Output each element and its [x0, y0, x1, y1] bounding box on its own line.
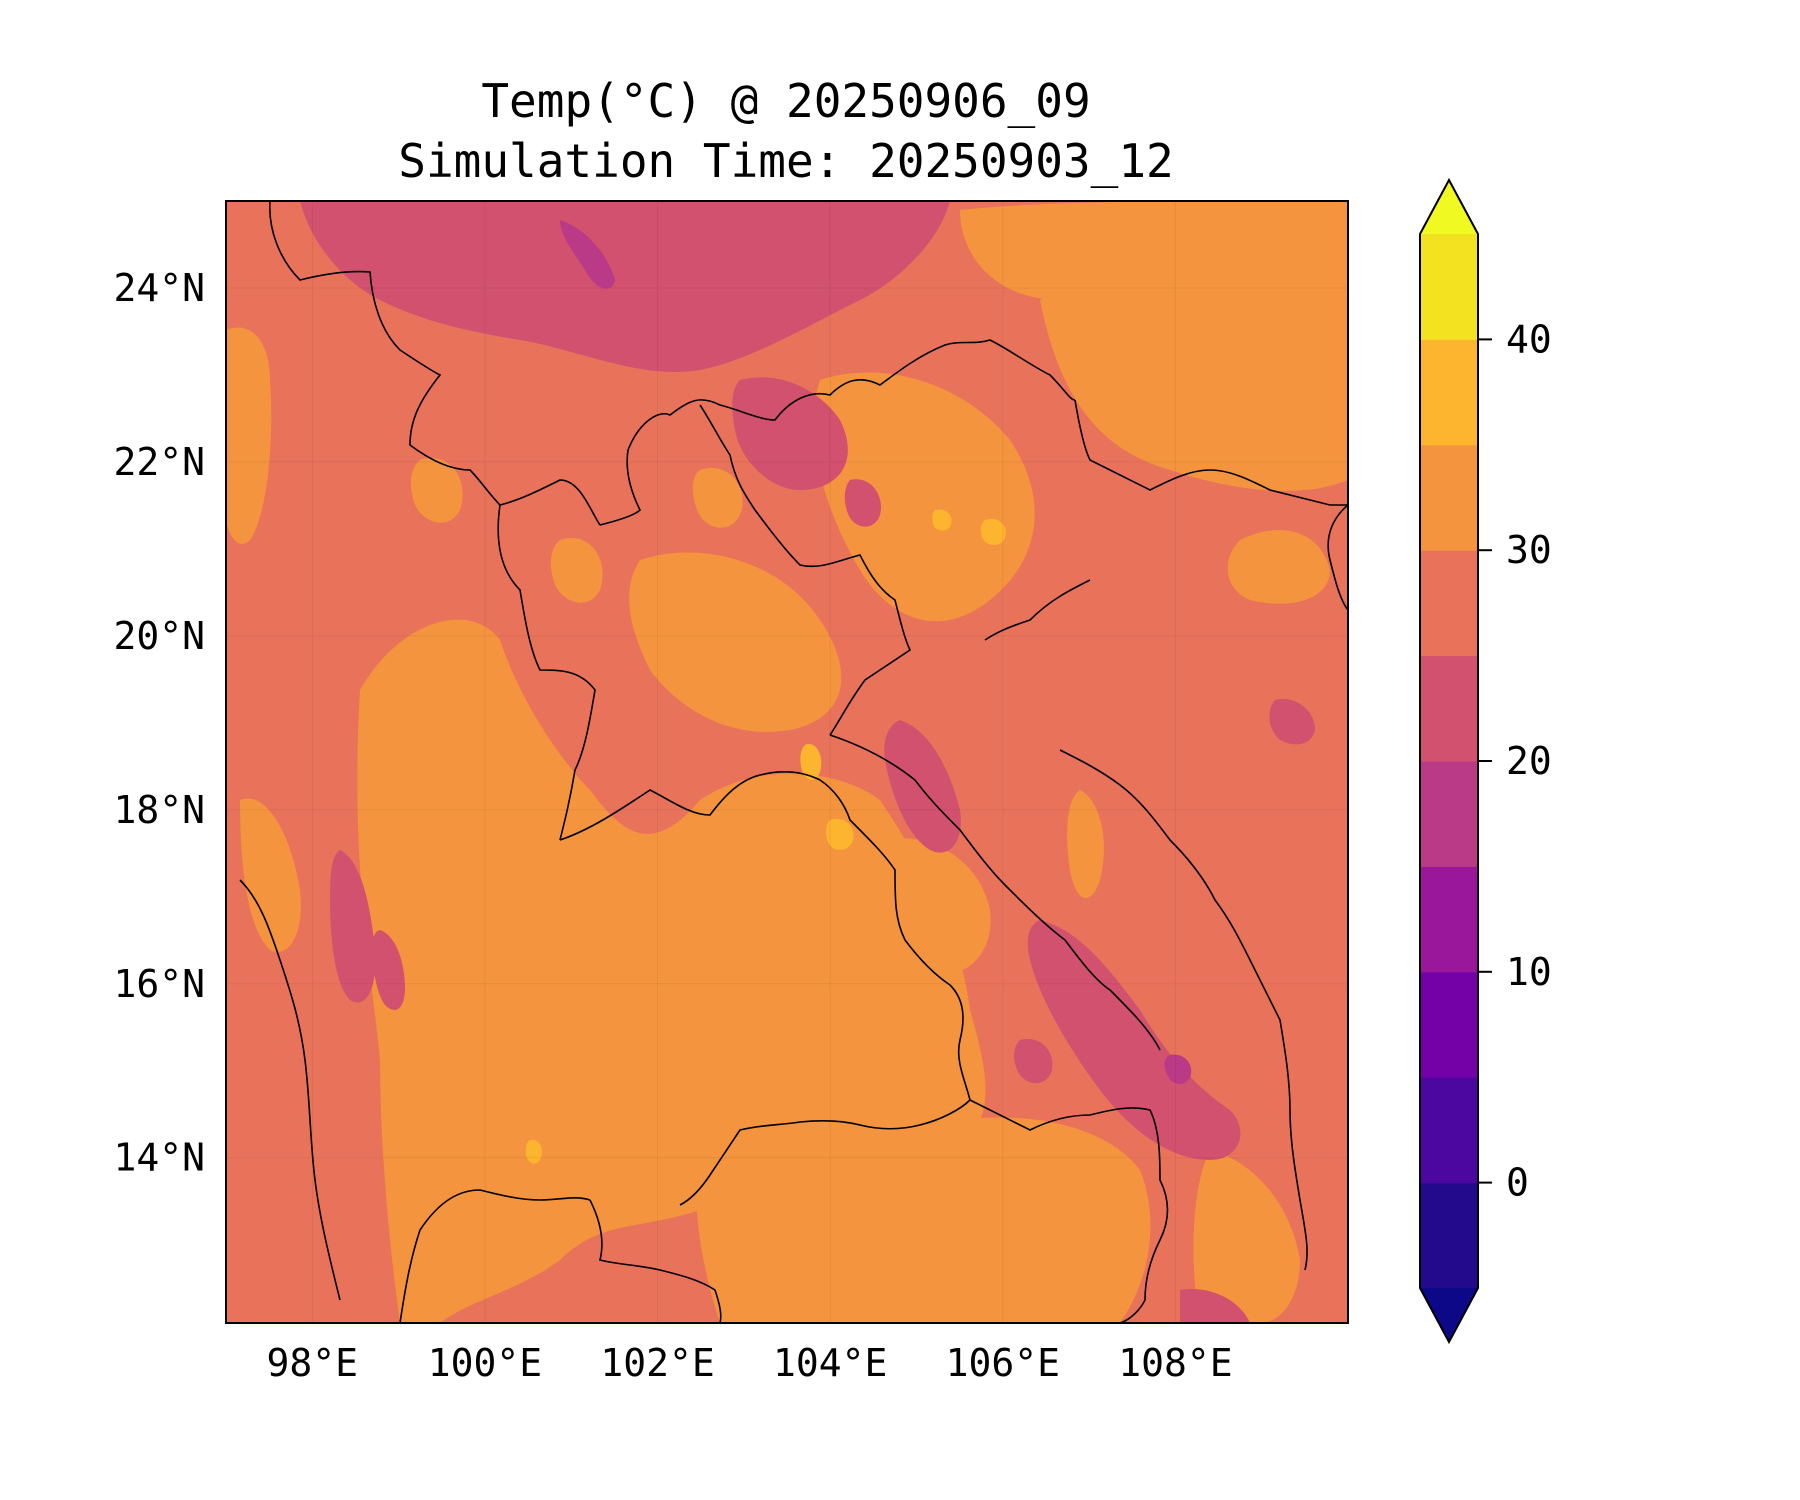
colorbar-over-arrow [1420, 180, 1478, 234]
lat-tick-label: 22°N [113, 440, 205, 484]
colorbar-tick-label: 30 [1506, 528, 1552, 572]
colorbar-tick-label: 40 [1506, 317, 1552, 361]
colorbar-tick-label: 10 [1506, 950, 1552, 994]
latitude-axis: 24°N 22°N 20°N 18°N 16°N 14°N [113, 266, 1348, 1180]
colorbar-segment [1420, 1077, 1478, 1184]
lat-tick-label: 20°N [113, 614, 205, 658]
colorbar: 0 10 20 30 40 [1419, 177, 1552, 1345]
colorbar-tick-label: 20 [1506, 739, 1552, 783]
lon-tick-label: 108°E [1118, 1341, 1232, 1385]
colorbar-segment [1420, 866, 1478, 973]
lon-tick-label: 106°E [946, 1341, 1060, 1385]
colorbar-segment [1420, 550, 1478, 657]
colorbar-outline [1419, 177, 1479, 1345]
map-title: Temp(°C) @ 20250906_09 [481, 74, 1091, 128]
field-band-20-25 [300, 201, 1315, 1323]
colorbar-segment [1420, 444, 1478, 551]
field-band-35-40 [525, 509, 1006, 1164]
colorbar-segment [1420, 971, 1478, 1078]
lat-tick-label: 18°N [113, 788, 205, 832]
map-frame [225, 200, 1349, 1324]
colorbar-segment [1420, 1182, 1478, 1289]
country-borders [239, 201, 1348, 1323]
field-band-30-35 [226, 201, 1348, 1323]
field-band-15-20 [560, 220, 1192, 1084]
lon-tick-label: 100°E [428, 1341, 542, 1385]
temperature-field [226, 201, 1348, 1323]
lat-tick-label: 16°N [113, 962, 205, 1006]
lon-tick-label: 102°E [600, 1341, 714, 1385]
lon-tick-label: 98°E [267, 1341, 359, 1385]
colorbar-segment [1420, 234, 1478, 340]
colorbar-tick-label: 0 [1506, 1161, 1529, 1205]
lon-tick-label: 104°E [773, 1341, 887, 1385]
colorbar-segment [1420, 339, 1478, 446]
lat-tick-label: 14°N [113, 1136, 205, 1180]
longitude-axis: 98°E 100°E 102°E 104°E 106°E 108°E [267, 201, 1233, 1385]
colorbar-segment [1420, 655, 1478, 762]
lat-tick-label: 24°N [113, 266, 205, 310]
map-subtitle: Simulation Time: 20250903_12 [398, 134, 1174, 188]
colorbar-segment [1420, 761, 1478, 867]
colorbar-under-arrow [1420, 1288, 1478, 1342]
